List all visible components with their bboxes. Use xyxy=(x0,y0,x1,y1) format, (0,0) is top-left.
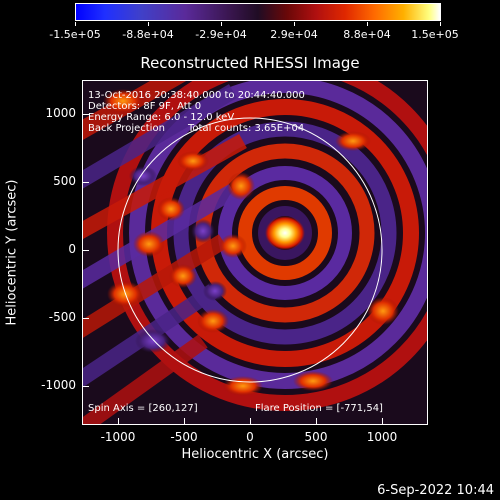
x-tick-label: 0 xyxy=(246,430,254,444)
x-tick-label: -500 xyxy=(170,430,198,444)
colorbar-tick xyxy=(367,22,368,26)
colorbar-tick xyxy=(294,22,295,26)
blobs xyxy=(103,89,399,396)
plot-area: 13-Oct-2016 20:38:40.000 to 20:44:40.000… xyxy=(82,80,428,425)
colorbar xyxy=(75,3,441,21)
x-tick-label: -1000 xyxy=(100,430,136,444)
y-axis-label: Heliocentric Y (arcsec) xyxy=(4,179,20,326)
spin-axis-text: Spin Axis = [260,127] xyxy=(88,403,198,414)
x-tick-label: 1000 xyxy=(366,430,398,444)
x-tick-label: 500 xyxy=(304,430,328,444)
rhessi-image xyxy=(83,81,427,424)
colorbar-tick xyxy=(440,22,441,26)
colorbar-tick xyxy=(221,22,222,26)
method-text: Back Projection xyxy=(88,123,165,134)
y-tick-mark xyxy=(82,114,89,115)
solar-limb-circle xyxy=(117,117,383,383)
flare-position-text: Flare Position = [-771,54] xyxy=(255,403,383,414)
y-tick-label: 500 xyxy=(53,174,76,188)
colorbar-label: 2.9e+04 xyxy=(270,28,318,41)
y-tick-label: -1000 xyxy=(41,378,76,392)
x-axis-label: Heliocentric X (arcsec) xyxy=(181,447,329,462)
time-range-text: 13-Oct-2016 20:38:40.000 to 20:44:40.000 xyxy=(88,90,305,101)
colorbar-tick xyxy=(148,22,149,26)
colorbar-label: 8.8e+04 xyxy=(343,28,391,41)
total-counts-text: Total counts: 3.65E+04 xyxy=(188,123,305,134)
colorbar-label: -1.5e+05 xyxy=(49,28,101,41)
fringe-rings xyxy=(107,81,427,411)
x-tick-mark xyxy=(382,418,383,425)
colorbar-label: 1.5e+05 xyxy=(411,28,459,41)
x-tick-mark xyxy=(250,418,251,425)
x-tick-mark xyxy=(184,418,185,425)
x-tick-mark xyxy=(316,418,317,425)
energy-range-text: Energy Range: 6.0 - 12.0 keV xyxy=(88,112,235,123)
flare-source xyxy=(265,216,305,250)
y-tick-mark xyxy=(82,318,89,319)
colorbar-label: -8.8e+04 xyxy=(122,28,174,41)
y-tick-label: 1000 xyxy=(45,106,76,120)
timestamp: 6-Sep-2022 10:44 xyxy=(377,483,494,498)
y-tick-label: 0 xyxy=(68,242,76,256)
colorbar-tick xyxy=(75,22,76,26)
y-tick-mark xyxy=(82,250,89,251)
y-tick-mark xyxy=(82,182,89,183)
detectors-text: Detectors: 8F 9F, Att 0 xyxy=(88,101,202,112)
image-title: Reconstructed RHESSI Image xyxy=(140,54,360,72)
colorbar-label: -2.9e+04 xyxy=(195,28,247,41)
y-tick-label: -500 xyxy=(48,310,76,324)
y-tick-mark xyxy=(82,386,89,387)
x-tick-mark xyxy=(118,418,119,425)
